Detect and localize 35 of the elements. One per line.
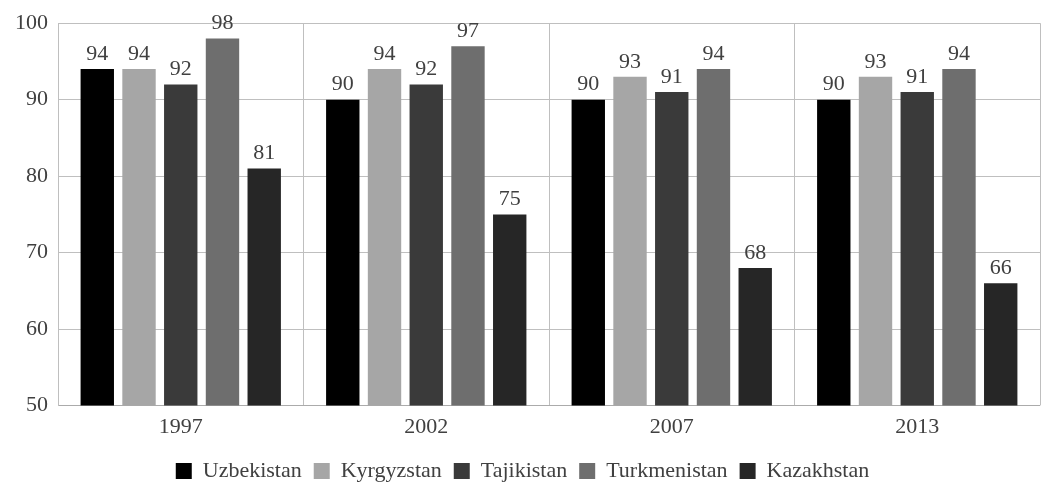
y-tick-label: 90	[26, 85, 48, 111]
data-label: 92	[169, 55, 192, 81]
data-label: 68	[744, 238, 767, 264]
data-label: 98	[211, 9, 234, 35]
legend-label: Kazakhstan	[766, 456, 870, 482]
data-label: 90	[331, 70, 354, 96]
data-label: 94	[373, 39, 396, 65]
y-tick-label: 100	[15, 8, 48, 34]
data-label: 97	[456, 16, 479, 42]
y-tick-label: 80	[26, 161, 48, 187]
data-label: 91	[660, 62, 683, 88]
data-label: 93	[864, 47, 887, 73]
y-tick-label: 70	[26, 238, 48, 264]
x-tick-label: 2007	[649, 412, 694, 438]
data-label: 90	[822, 70, 845, 96]
data-label: 94	[947, 39, 970, 65]
data-label: 94	[702, 39, 725, 65]
x-tick-label: 2002	[404, 412, 449, 438]
data-label: 91	[906, 62, 929, 88]
data-label: 92	[415, 55, 438, 81]
legend-label: Kyrgyzstan	[340, 456, 442, 482]
legend-label: Uzbekistan	[202, 456, 302, 482]
data-label: 94	[128, 39, 151, 65]
data-label: 66	[989, 254, 1012, 280]
data-label: 75	[498, 185, 521, 211]
x-tick-label: 2013	[895, 412, 940, 438]
y-tick-label: 50	[26, 391, 48, 417]
legend-label: Turkmenistan	[606, 456, 728, 482]
data-label: 81	[253, 139, 276, 165]
y-tick-label: 60	[26, 314, 48, 340]
data-label: 94	[86, 39, 109, 65]
data-label: 93	[619, 47, 642, 73]
x-tick-label: 1997	[158, 412, 203, 438]
legend-label: Tajikistan	[480, 456, 568, 482]
data-label: 90	[577, 70, 600, 96]
